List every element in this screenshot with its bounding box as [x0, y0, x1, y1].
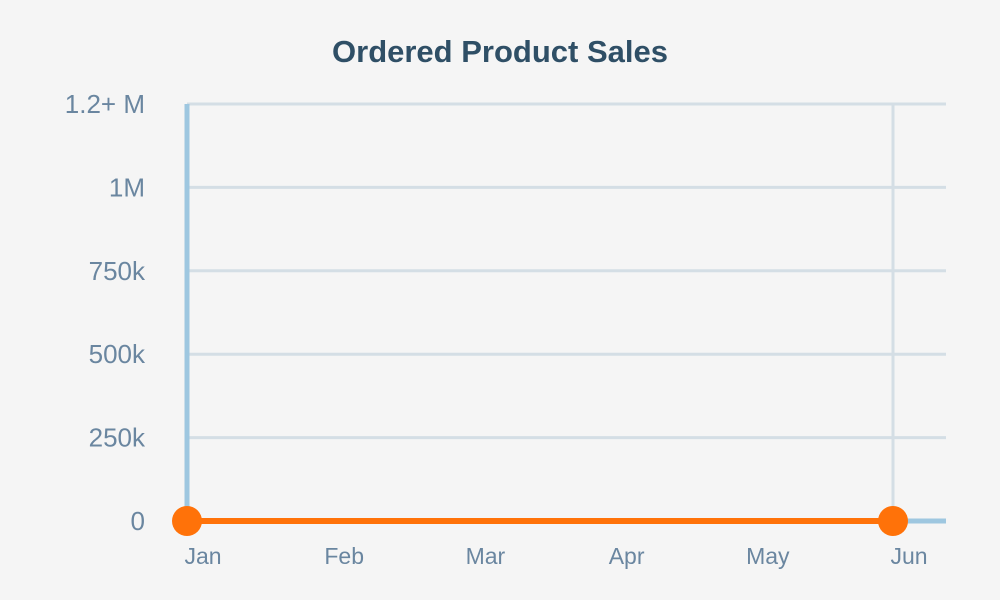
chart-title: Ordered Product Sales [332, 34, 668, 69]
x-tick-label-jun: Jun [890, 543, 927, 569]
series-group [172, 506, 908, 536]
data-point-jun [878, 506, 908, 536]
x-tick-label-feb: Feb [324, 543, 364, 569]
y-tick-label-3: 750k [89, 256, 146, 286]
x-tick-label-apr: Apr [609, 543, 645, 569]
x-tick-label-mar: Mar [466, 543, 506, 569]
y-tick-label-2: 500k [89, 339, 146, 369]
y-tick-label-5: 1.2+ M [65, 89, 145, 119]
y-axis-ticks: 0 250k 500k 750k 1M 1.2+ M [65, 89, 146, 536]
x-axis-ticks: Jan Feb Mar Apr May Jun [184, 543, 927, 569]
y-tick-label-1: 250k [89, 423, 146, 453]
y-tick-label-4: 1M [109, 172, 145, 202]
x-tick-label-jan: Jan [184, 543, 221, 569]
data-point-jan [172, 506, 202, 536]
y-tick-label-0: 0 [131, 506, 145, 536]
gridlines [187, 102, 946, 521]
x-tick-label-may: May [746, 543, 790, 569]
axes [184, 104, 946, 524]
